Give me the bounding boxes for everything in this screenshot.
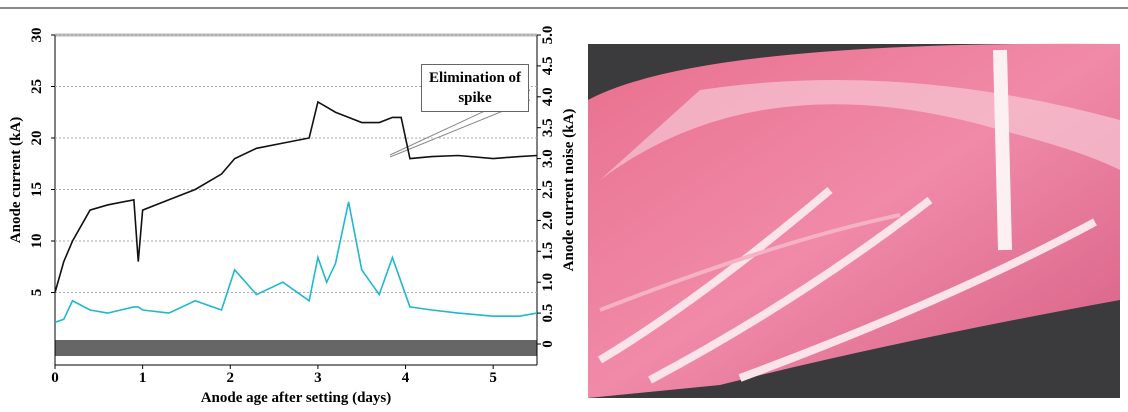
y2-axis-label: Anode current noise (kA) — [561, 109, 577, 272]
y2-tick-label: 1.0 — [540, 273, 556, 292]
y-tick-label: 30 — [29, 28, 45, 43]
x-tick-label: 4 — [402, 370, 410, 386]
y-tick-label: 20 — [29, 131, 45, 146]
x-tick-label: 5 — [489, 370, 497, 386]
x-tick-label: 2 — [227, 370, 235, 386]
series-line — [54, 201, 538, 324]
x-axis-label: Anode age after setting (days) — [201, 390, 392, 406]
y2-tick-label: 1.5 — [540, 242, 556, 261]
y-axis-label: Anode current (kA) — [8, 117, 24, 243]
photo — [588, 43, 1120, 398]
y-tick-label: 5 — [29, 289, 45, 297]
series-line — [54, 100, 538, 293]
x-tick-label: 0 — [51, 370, 59, 386]
y2-tick-label: 0.5 — [540, 304, 556, 323]
y2-tick-label: 0 — [540, 340, 556, 348]
y2-tick-label: 4.5 — [540, 57, 556, 76]
y-tick-label: 25 — [29, 79, 45, 94]
y-tick-label: 15 — [29, 182, 45, 197]
x-tick-label: 1 — [139, 370, 147, 386]
bottom-band — [55, 340, 537, 356]
annotation: Elimination of spike — [421, 64, 529, 112]
x-tick-label: 3 — [314, 370, 322, 386]
y2-tick-label: 4.0 — [540, 87, 556, 106]
y-tick-label: 10 — [29, 234, 45, 249]
y2-tick-label: 5.0 — [540, 26, 556, 45]
y2-tick-label: 3.0 — [540, 149, 556, 168]
y2-tick-label: 2.5 — [540, 180, 556, 199]
y2-tick-label: 3.5 — [540, 118, 556, 137]
y2-tick-label: 2.0 — [540, 211, 556, 230]
